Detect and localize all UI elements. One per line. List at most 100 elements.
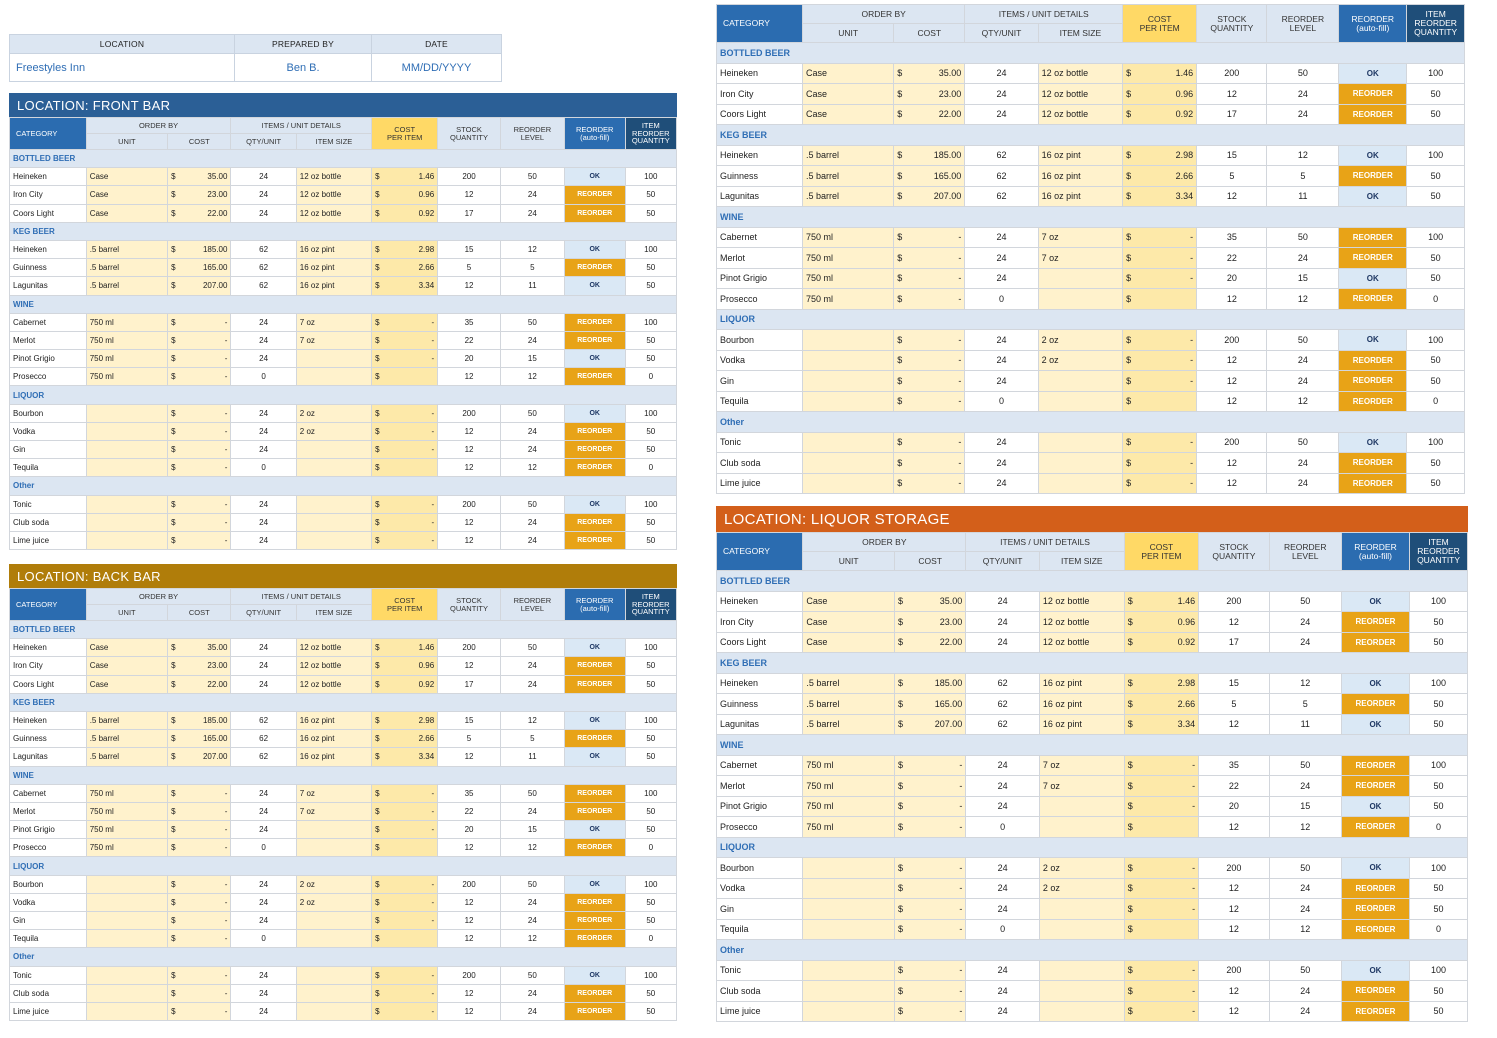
item-stock-quantity[interactable]: 12 [1196, 370, 1268, 392]
item-reorder-quantity[interactable]: 100 [1406, 62, 1465, 84]
item-name[interactable]: Lime juice [715, 1000, 804, 1022]
item-reorder-level[interactable]: 12 [499, 458, 565, 478]
item-size[interactable] [1038, 816, 1125, 838]
item-stock-quantity[interactable]: 17 [1196, 103, 1268, 125]
item-stock-quantity[interactable]: 20 [437, 820, 501, 840]
item-unit[interactable] [85, 1001, 169, 1022]
item-unit[interactable]: Case [802, 631, 895, 653]
item-unit[interactable]: 750 ml [85, 330, 169, 351]
item-size[interactable] [295, 349, 373, 369]
item-reorder-level[interactable]: 24 [1266, 349, 1340, 371]
item-name[interactable]: Gin [9, 910, 87, 931]
item-unit[interactable]: Case [85, 656, 169, 676]
item-stock-quantity[interactable]: 12 [437, 929, 501, 949]
item-reorder-level[interactable]: 50 [1266, 431, 1340, 453]
item-qty-unit[interactable]: 0 [230, 929, 297, 949]
item-cost[interactable]: $ - [893, 816, 967, 838]
item-unit[interactable]: .5 barrel [85, 258, 169, 278]
item-unit[interactable]: .5 barrel [802, 713, 895, 735]
item-name[interactable]: Gin [715, 898, 804, 920]
item-unit[interactable]: Case [85, 185, 169, 205]
item-unit[interactable] [85, 530, 169, 551]
item-qty-unit[interactable]: 24 [964, 226, 1039, 248]
item-qty-unit[interactable]: 24 [230, 494, 297, 514]
item-unit[interactable]: .5 barrel [802, 672, 895, 694]
item-qty-unit[interactable]: 24 [230, 820, 297, 840]
item-qty-unit[interactable]: 0 [965, 816, 1040, 838]
item-cost[interactable]: $ - [167, 783, 232, 803]
item-stock-quantity[interactable]: 35 [437, 783, 501, 803]
item-qty-unit[interactable]: 24 [965, 1000, 1040, 1022]
item-qty-unit[interactable]: 24 [964, 267, 1039, 289]
item-reorder-quantity[interactable]: 100 [1406, 144, 1465, 166]
item-reorder-quantity[interactable]: 50 [1406, 349, 1465, 371]
item-qty-unit[interactable]: 24 [965, 980, 1040, 1002]
item-name[interactable]: Pinot Grigio [715, 267, 804, 289]
item-qty-unit[interactable]: 24 [964, 62, 1039, 84]
item-unit[interactable]: 750 ml [802, 775, 895, 797]
item-size[interactable] [295, 965, 373, 985]
item-name[interactable]: Bourbon [715, 329, 804, 351]
item-stock-quantity[interactable]: 200 [437, 494, 501, 514]
item-reorder-level[interactable]: 24 [499, 656, 565, 676]
item-reorder-level[interactable]: 24 [499, 330, 565, 351]
item-unit[interactable] [85, 439, 169, 460]
item-reorder-quantity[interactable]: 50 [624, 203, 678, 223]
item-stock-quantity[interactable]: 200 [1198, 590, 1270, 612]
item-stock-quantity[interactable]: 15 [437, 239, 501, 260]
item-unit[interactable]: .5 barrel [802, 185, 895, 207]
item-stock-quantity[interactable]: 12 [437, 983, 501, 1003]
item-reorder-quantity[interactable]: 100 [624, 403, 678, 423]
item-name[interactable]: Heineken [9, 239, 87, 260]
item-cost[interactable]: $207.00 [167, 747, 232, 767]
item-name[interactable]: Bourbon [9, 403, 87, 423]
item-unit[interactable]: 750 ml [85, 367, 169, 387]
item-qty-unit[interactable]: 62 [964, 144, 1039, 166]
item-size[interactable]: 16 oz pint [295, 276, 373, 296]
item-stock-quantity[interactable]: 12 [437, 458, 501, 478]
item-qty-unit[interactable]: 24 [965, 898, 1040, 920]
item-size[interactable]: 12 oz bottle [1038, 611, 1125, 633]
item-reorder-quantity[interactable]: 50 [1409, 1000, 1468, 1022]
item-unit[interactable]: Case [802, 590, 895, 612]
item-stock-quantity[interactable]: 22 [1196, 247, 1268, 269]
item-stock-quantity[interactable]: 12 [1198, 918, 1270, 940]
item-cost[interactable]: $ - [893, 918, 967, 940]
item-reorder-level[interactable]: 24 [1268, 980, 1342, 1002]
item-stock-quantity[interactable]: 12 [1198, 1000, 1270, 1022]
item-reorder-level[interactable]: 50 [499, 312, 565, 332]
item-reorder-quantity[interactable]: 100 [1406, 329, 1465, 351]
item-cost[interactable]: $ - [167, 965, 232, 985]
item-qty-unit[interactable]: 24 [964, 103, 1039, 125]
item-name[interactable]: Tonic [9, 494, 87, 514]
item-name[interactable]: Merlot [715, 775, 804, 797]
item-qty-unit[interactable]: 24 [964, 431, 1039, 453]
item-reorder-level[interactable]: 50 [499, 783, 565, 803]
item-stock-quantity[interactable]: 200 [437, 167, 501, 187]
item-stock-quantity[interactable]: 17 [1198, 631, 1270, 653]
item-name[interactable]: Heineken [715, 144, 804, 166]
item-unit[interactable] [802, 329, 895, 351]
item-unit[interactable]: .5 barrel [85, 276, 169, 296]
item-qty-unit[interactable]: 24 [230, 892, 297, 913]
item-name[interactable]: Vodka [9, 892, 87, 913]
item-unit[interactable]: 750 ml [85, 783, 169, 803]
item-size[interactable] [295, 983, 373, 1003]
item-qty-unit[interactable]: 24 [964, 452, 1039, 474]
item-qty-unit[interactable]: 24 [964, 83, 1039, 105]
item-reorder-level[interactable]: 12 [1268, 816, 1342, 838]
item-unit[interactable]: 750 ml [85, 838, 169, 858]
item-stock-quantity[interactable]: 20 [1198, 795, 1270, 817]
item-name[interactable]: Tequila [9, 929, 87, 949]
item-unit[interactable] [802, 370, 895, 392]
item-unit[interactable] [85, 458, 169, 478]
item-reorder-quantity[interactable]: 0 [1409, 918, 1468, 940]
item-name[interactable]: Merlot [9, 801, 87, 822]
item-unit[interactable]: 750 ml [802, 754, 895, 776]
item-cost[interactable]: $ - [167, 801, 232, 822]
item-reorder-quantity[interactable]: 100 [624, 965, 678, 985]
item-reorder-level[interactable]: 24 [1268, 611, 1342, 633]
item-qty-unit[interactable]: 24 [230, 167, 297, 187]
item-reorder-level[interactable]: 12 [1266, 288, 1340, 310]
item-cost[interactable]: $ - [167, 838, 232, 858]
